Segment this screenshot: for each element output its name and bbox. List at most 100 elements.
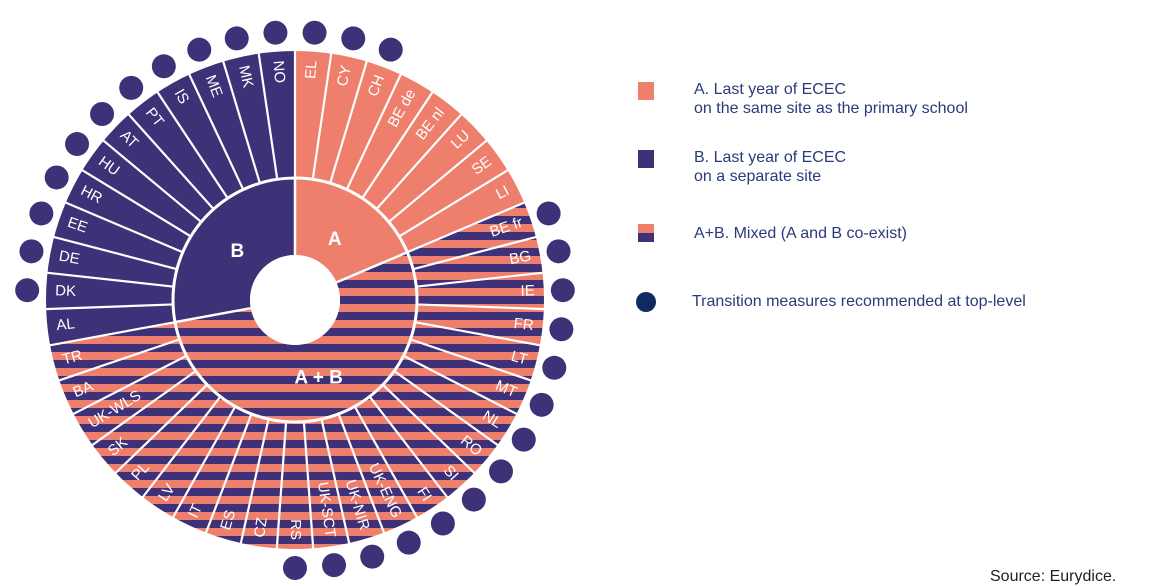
transition-dot	[549, 317, 574, 342]
segment-divider	[156, 90, 229, 199]
segment-divider	[388, 139, 488, 223]
transition-dot	[29, 201, 54, 226]
segment-is	[157, 73, 244, 199]
segment-divider	[406, 201, 526, 254]
segment-lu	[376, 113, 488, 222]
segment-divider	[52, 235, 178, 271]
segment-divider	[416, 271, 544, 288]
segment-divider	[393, 370, 499, 447]
transition-dot	[360, 544, 385, 569]
country-label: DE	[58, 248, 82, 269]
legend-item-a: A. Last year of ECEC on the same site as…	[638, 80, 968, 118]
segment-divider	[353, 405, 419, 519]
segment-divider	[141, 395, 222, 499]
legend-swatch-a	[638, 82, 654, 100]
core-b	[173, 177, 295, 323]
core-label-a: A	[328, 229, 342, 250]
segment-divider	[412, 235, 538, 271]
segment-divider	[320, 418, 351, 545]
legend-item-transition: Transition measures recommended at top-l…	[636, 292, 1026, 312]
segment-divider	[329, 60, 369, 184]
transition-dot	[378, 37, 403, 62]
segment-se	[388, 140, 509, 237]
country-label: ES	[217, 508, 239, 532]
transition-dot	[283, 556, 307, 580]
segment-al	[45, 304, 176, 346]
core-divider	[174, 306, 251, 324]
segment-divider	[91, 370, 197, 447]
core-label-b: B	[230, 241, 244, 262]
segment-be-nl	[362, 91, 462, 210]
country-label: BA	[71, 378, 96, 401]
legend-dot-icon	[636, 292, 656, 312]
transition-dot	[322, 553, 347, 578]
transition-dots	[15, 20, 575, 580]
legend-text-b: B. Last year of ECEC on a separate site	[694, 148, 846, 186]
transition-dot	[224, 26, 249, 51]
segment-divider	[398, 168, 509, 238]
segment-mk	[222, 52, 278, 184]
segment-divider	[257, 52, 279, 180]
legend-swatch-b	[638, 150, 654, 168]
country-label: CZ	[251, 516, 271, 538]
legend-b-line1: B. Last year of ECEC	[694, 149, 847, 166]
segment-divider	[45, 303, 174, 311]
segment-divider	[402, 354, 518, 416]
country-label: FR	[513, 315, 535, 334]
segment-divider	[337, 413, 386, 534]
country-label: BG	[508, 248, 532, 269]
transition-dot	[461, 487, 486, 512]
core-label-ab: A + B	[294, 368, 342, 389]
core-edge	[171, 176, 419, 424]
transition-dot	[19, 239, 44, 264]
segment-divider	[81, 168, 192, 238]
core-ring: A A + B B	[171, 176, 419, 424]
country-label: DK	[55, 282, 76, 300]
segment-divider	[375, 113, 463, 210]
segment-at	[102, 113, 214, 222]
legend-text-a: A. Last year of ECEC on the same site as…	[694, 80, 968, 118]
segment-divider	[114, 383, 208, 475]
transition-dot	[151, 54, 176, 79]
segment-hu	[81, 140, 202, 237]
segment-me	[188, 60, 260, 190]
legend-text-transition: Transition measures recommended at top-l…	[692, 292, 1026, 311]
transition-dot	[263, 20, 288, 45]
legend-swatch-ab	[638, 224, 654, 242]
legend-b-line2: on a separate site	[694, 168, 822, 185]
transition-dot	[302, 20, 327, 45]
segment-divider	[311, 52, 333, 180]
country-label: RS	[287, 519, 304, 540]
transition-dot	[430, 511, 455, 536]
transition-dot	[65, 132, 90, 157]
transition-dot	[550, 278, 575, 303]
segment-divider	[368, 395, 449, 499]
transition-dot	[546, 239, 571, 264]
transition-dot	[542, 355, 567, 380]
segment-pt	[128, 91, 228, 210]
segment-divider	[302, 421, 315, 550]
core-divider	[335, 251, 408, 284]
segment-divider	[72, 354, 188, 416]
segment-no	[258, 50, 295, 180]
segment-li	[399, 169, 526, 253]
transition-dot	[119, 75, 144, 100]
country-label: EL	[302, 60, 320, 80]
segment-divider	[239, 418, 270, 545]
segment-dk	[44, 272, 174, 310]
outer-edge	[44, 49, 546, 551]
segment-ee	[53, 202, 183, 270]
source-note: Source: Eurydice.	[990, 568, 1117, 585]
segment-be-de	[346, 73, 433, 199]
country-label: LV	[155, 481, 179, 505]
transition-dot	[90, 101, 115, 126]
segment-divider	[275, 421, 288, 550]
segment-cy	[312, 52, 368, 184]
legend-transition-text: Transition measures recommended at top-l…	[692, 293, 1026, 310]
transition-dot	[488, 459, 513, 484]
segment-divider	[46, 271, 174, 288]
legend-a-line1: A. Last year of ECEC	[694, 81, 847, 98]
segment-de	[46, 236, 177, 287]
segment-divider	[127, 113, 215, 210]
